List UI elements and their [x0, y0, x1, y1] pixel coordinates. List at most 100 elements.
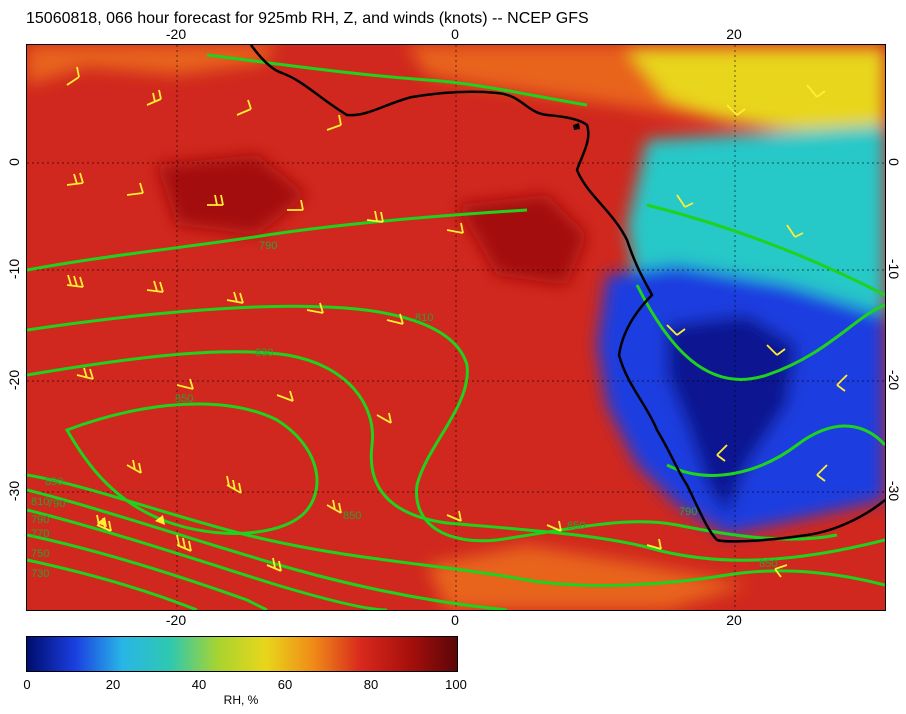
wind-barb — [226, 475, 242, 494]
y-tick-right: -10 — [886, 258, 902, 280]
rh-darkred-patch — [157, 155, 307, 235]
wind-barb — [676, 194, 694, 208]
contour-label: 790 — [31, 514, 49, 526]
wind-barb — [646, 538, 662, 550]
wind-barb — [786, 224, 804, 238]
wind-barb — [306, 302, 324, 314]
contour-850 — [27, 473, 885, 587]
wind-barb — [66, 66, 80, 86]
x-tick-bottom: 20 — [726, 612, 742, 628]
contour-label: 850 — [175, 393, 193, 405]
wind-barb — [96, 514, 112, 532]
wind-barb — [236, 99, 252, 116]
wind-pennant — [155, 515, 165, 525]
wind-barb — [836, 374, 848, 392]
contour-east — [635, 284, 885, 381]
y-tick-right: -30 — [886, 480, 902, 502]
colorbar-tick: 100 — [445, 677, 467, 692]
wind-barbs — [66, 66, 848, 578]
contour-790-north — [206, 53, 588, 107]
contour-label: 750 — [31, 548, 49, 560]
x-tick-bottom: -20 — [165, 612, 187, 628]
y-tick-right: 0 — [886, 158, 902, 166]
y-tick-left: -10 — [6, 258, 22, 280]
wind-barb — [176, 378, 194, 390]
contour-east — [646, 203, 885, 297]
y-tick-left: -20 — [6, 369, 22, 391]
contour-label: 830 — [255, 347, 273, 359]
wind-barb — [716, 444, 728, 462]
wind-barb — [446, 510, 462, 522]
rh-darkred-patch — [457, 195, 587, 285]
contour-label: 850 — [45, 476, 63, 488]
contour-label: 850 — [567, 520, 585, 532]
contour-label: 810 — [415, 312, 433, 324]
wind-barb — [226, 291, 244, 304]
wind-barb — [207, 194, 224, 206]
wind-barb — [126, 459, 142, 474]
colorbar-label: RH, % — [223, 693, 259, 707]
contour-830 — [27, 350, 885, 562]
coastline — [249, 45, 885, 543]
wind-pennants — [97, 515, 165, 527]
x-tick-top: 0 — [451, 26, 459, 42]
contour-750 — [27, 533, 268, 610]
wind-barb — [446, 222, 464, 234]
chart-title: 15060818, 066 hour forecast for 925mb RH… — [26, 10, 589, 27]
wind-barb — [326, 499, 342, 514]
wind-barb — [66, 172, 84, 186]
wind-barb — [66, 274, 84, 288]
wind-barb — [287, 199, 304, 211]
map-svg: 790 810 830 850 850 850 790 850 850 790 … — [27, 45, 885, 610]
contour-east — [666, 424, 885, 477]
wind-barb — [806, 84, 826, 98]
y-tick-right: -20 — [886, 369, 902, 391]
contour-label: 790 — [679, 506, 697, 518]
height-contours — [27, 53, 885, 610]
x-tick-top: 20 — [726, 26, 742, 42]
x-tick-bottom: 0 — [451, 612, 459, 628]
wind-barb — [76, 367, 94, 380]
y-tick-left: -30 — [6, 480, 22, 502]
wind-barb — [176, 534, 192, 552]
contour-790 — [27, 488, 508, 610]
wind-pennant — [97, 517, 107, 527]
wind-barb — [266, 557, 282, 572]
wind-barb — [326, 114, 342, 131]
contour-label: 790 — [259, 240, 277, 252]
colorbar-tick: 20 — [105, 677, 121, 692]
x-tick-top: -20 — [165, 26, 187, 42]
contour-label: 850 — [343, 510, 361, 522]
contour-label: 810 — [31, 496, 49, 508]
colorbar-tick: 40 — [191, 677, 207, 692]
rh-yellow-northeast — [627, 50, 885, 140]
wind-barb — [546, 520, 562, 532]
wind-barb — [126, 182, 144, 196]
contour-810 — [27, 304, 838, 543]
map-panel: 790 810 830 850 850 850 790 850 850 790 … — [26, 44, 886, 611]
contour-label: 790 — [47, 498, 65, 510]
wind-barb — [366, 210, 384, 223]
island — [573, 123, 580, 130]
contour-730 — [27, 558, 198, 610]
wind-barb — [816, 464, 828, 482]
contour-790 — [27, 208, 528, 272]
contour-label: 850 — [759, 558, 777, 570]
y-tick-left: 0 — [6, 158, 22, 166]
wind-barb — [386, 313, 404, 325]
contour-label: 770 — [31, 528, 49, 540]
rh-colorbar — [26, 636, 458, 672]
colorbar-tick: 0 — [23, 677, 31, 692]
wind-barb — [774, 564, 788, 578]
rh-orange-south — [427, 545, 747, 610]
wind-barb — [666, 324, 686, 336]
wind-barb — [766, 344, 786, 356]
wind-barb — [276, 390, 294, 402]
contour-770 — [27, 508, 388, 610]
wind-barb — [376, 412, 392, 424]
wind-barb — [726, 104, 746, 116]
contour-label: 730 — [31, 568, 49, 580]
wind-barb — [146, 280, 164, 293]
colorbar-tick: 80 — [363, 677, 379, 692]
wind-barb — [146, 89, 162, 106]
